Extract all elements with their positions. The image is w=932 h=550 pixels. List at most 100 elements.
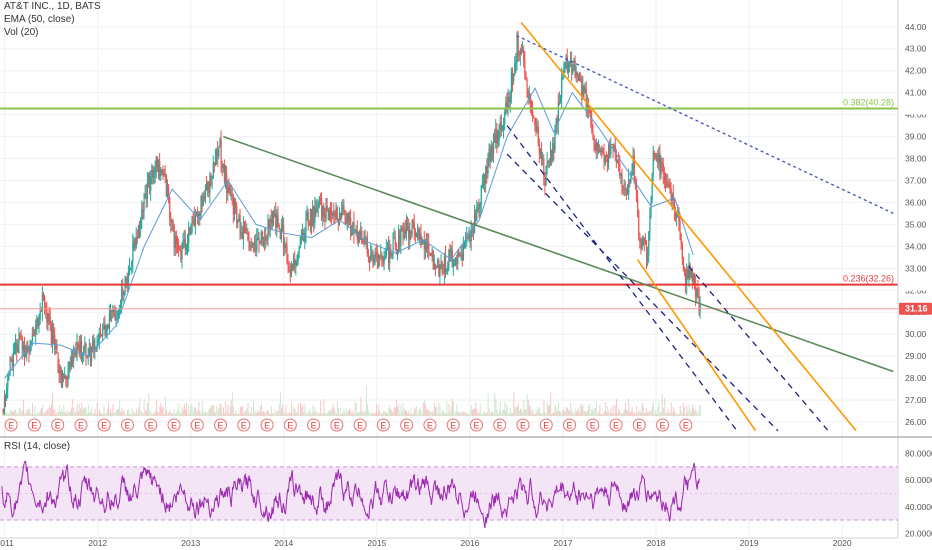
volume-bar xyxy=(32,403,34,416)
price-tick-label: 33.00 xyxy=(905,263,927,273)
candle-body xyxy=(694,275,696,284)
candle-body xyxy=(199,212,201,216)
candle-body xyxy=(254,244,256,246)
candle-body xyxy=(16,343,18,352)
candle-body xyxy=(564,65,566,69)
volume-bar xyxy=(326,412,328,416)
volume-bar xyxy=(134,413,136,416)
volume-bar xyxy=(95,413,97,416)
volume-bar xyxy=(569,410,571,416)
candle-body xyxy=(639,234,641,241)
volume-bar xyxy=(7,413,9,416)
candle-body xyxy=(635,185,638,199)
volume-bar xyxy=(331,408,333,416)
earnings-marker-label: E xyxy=(264,421,270,431)
candle-body xyxy=(83,347,85,356)
candle-body xyxy=(39,310,41,320)
candle-body xyxy=(269,219,271,229)
volume-bar xyxy=(371,411,373,416)
candle-body xyxy=(553,143,555,151)
candle-body xyxy=(160,169,162,177)
candle-body xyxy=(176,244,179,246)
volume-bar xyxy=(113,413,115,416)
volume-bar xyxy=(135,408,137,416)
volume-bar xyxy=(320,400,322,416)
volume-bar xyxy=(196,411,198,416)
candle-body xyxy=(529,94,532,107)
candle-body xyxy=(432,250,434,270)
candle-body xyxy=(313,206,315,223)
candle-body xyxy=(180,250,182,260)
volume-bar xyxy=(664,397,666,416)
volume-bar xyxy=(61,409,63,416)
candle-body xyxy=(189,227,191,234)
candle-body xyxy=(551,150,553,161)
volume-bar xyxy=(361,409,363,416)
candle-body xyxy=(537,126,539,145)
candle-body xyxy=(372,251,374,263)
candle-body xyxy=(549,150,552,163)
candle-body xyxy=(158,161,160,172)
candle-body xyxy=(231,193,233,197)
volume-bar xyxy=(671,412,673,416)
candle-body xyxy=(233,200,236,215)
volume-bar xyxy=(580,403,582,416)
volume-bar xyxy=(234,413,236,416)
volume-bar xyxy=(364,411,366,416)
volume-bar xyxy=(640,412,642,416)
candle-body xyxy=(240,232,242,235)
volume-bar xyxy=(562,410,564,416)
candle-body xyxy=(228,187,230,192)
candle-body xyxy=(132,242,134,262)
volume-bar xyxy=(563,409,565,416)
candle-body xyxy=(256,238,258,251)
volume-bar xyxy=(406,410,408,416)
volume-bar xyxy=(412,413,414,416)
candle-body xyxy=(335,207,337,217)
candle-body xyxy=(500,121,503,131)
volume-bar xyxy=(521,409,523,416)
candle-body xyxy=(612,144,614,148)
candle-body xyxy=(87,356,89,358)
time-tick-label: 2011 xyxy=(0,538,14,548)
candle-body xyxy=(457,252,459,265)
candle-body xyxy=(72,355,74,362)
candle-body xyxy=(485,166,487,184)
candle-body xyxy=(283,224,285,249)
price-tick-label: 27.00 xyxy=(905,395,927,405)
volume-bar xyxy=(597,413,599,416)
volume-bar xyxy=(92,413,94,416)
candle-body xyxy=(452,260,455,268)
volume-bar xyxy=(217,409,219,416)
candle-body xyxy=(413,221,415,231)
volume-bar xyxy=(341,413,343,416)
candle-body xyxy=(149,176,151,191)
candle-body xyxy=(621,173,623,188)
volume-bar xyxy=(100,412,102,416)
volume-bar xyxy=(265,413,267,416)
candle-body xyxy=(562,76,564,79)
volume-bar xyxy=(330,411,332,416)
candle-body xyxy=(69,362,71,367)
candle-body xyxy=(614,145,616,154)
candle-body xyxy=(246,232,248,234)
candle-body xyxy=(325,205,327,219)
volume-bar xyxy=(56,412,58,416)
candle-body xyxy=(475,212,477,221)
volume-bar xyxy=(501,413,503,416)
volume-bar xyxy=(88,412,90,416)
volume-bar xyxy=(159,406,161,416)
candle-body xyxy=(55,344,57,350)
volume-bar xyxy=(448,404,450,416)
volume-bar xyxy=(37,412,39,416)
candle-body xyxy=(46,309,48,322)
volume-bar xyxy=(332,403,334,416)
candle-body xyxy=(134,240,136,248)
candle-body xyxy=(29,344,31,353)
candle-body xyxy=(131,261,133,268)
candle-body xyxy=(133,240,135,243)
volume-bar xyxy=(439,406,441,416)
volume-bar xyxy=(333,407,335,416)
volume-bar xyxy=(224,413,226,416)
